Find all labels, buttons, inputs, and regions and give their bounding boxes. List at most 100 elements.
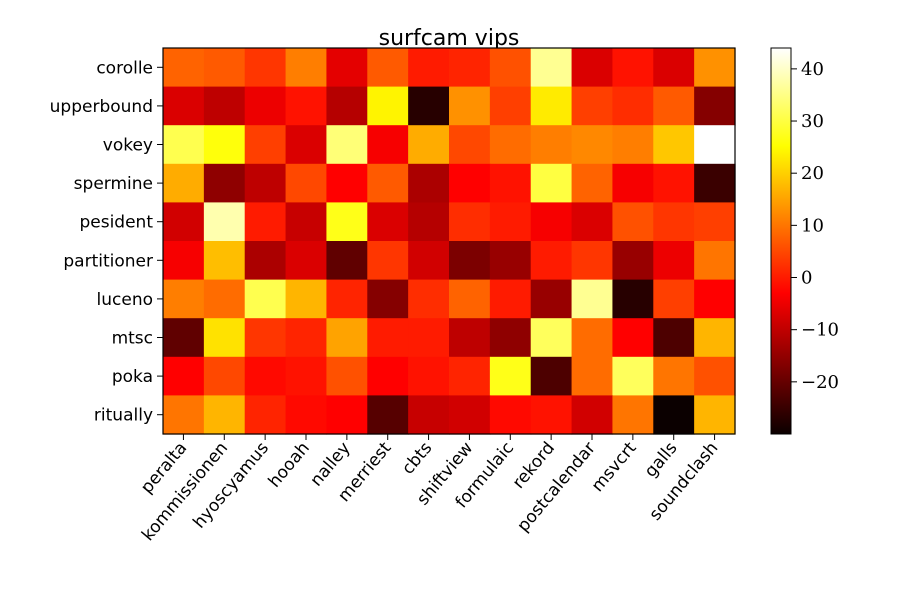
heatmap-cell <box>449 202 491 242</box>
heatmap-cell <box>489 86 532 126</box>
heatmap-cell <box>367 279 409 319</box>
heatmap-cell <box>530 48 573 88</box>
heatmap-cell <box>367 395 409 435</box>
heatmap-cell <box>285 48 328 88</box>
heatmap-cell <box>244 279 287 319</box>
heatmap-cell <box>571 356 614 396</box>
heatmap-cell <box>163 318 205 358</box>
heatmap-cell <box>408 48 450 88</box>
heatmap-cell <box>203 356 246 396</box>
heatmap-cell <box>326 48 368 88</box>
colorbar-tick-label: 40 <box>801 59 824 80</box>
heatmap-cell <box>489 318 532 358</box>
heatmap-cell <box>530 125 573 165</box>
heatmap-cell <box>408 356 450 396</box>
heatmap-cell <box>163 86 205 126</box>
heatmap-cell <box>694 395 736 435</box>
heatmap-cell <box>530 395 573 435</box>
heatmap-cell <box>163 48 205 88</box>
heatmap-cell <box>530 163 573 203</box>
heatmap-cell <box>653 125 695 165</box>
heatmap-cell <box>489 125 532 165</box>
heatmap-cell <box>367 356 409 396</box>
x-axis: peraltakommissionenhyoscyamushooahnalley… <box>137 434 722 545</box>
heatmap-cell <box>530 356 573 396</box>
heatmap-cell <box>530 202 573 242</box>
heatmap-cell <box>203 48 246 88</box>
heatmap-cell <box>571 241 614 281</box>
heatmap-cell <box>285 356 328 396</box>
heatmap-cell <box>163 241 205 281</box>
heatmap-cell <box>449 279 491 319</box>
heatmap-cell <box>326 279 368 319</box>
x-tick-label: msvcrt <box>588 438 641 496</box>
heatmap-cell <box>653 241 695 281</box>
heatmap-cell <box>694 241 736 281</box>
heatmap-cell <box>203 395 246 435</box>
heatmap-cell <box>571 318 614 358</box>
heatmap-cell <box>612 163 654 203</box>
heatmap-cell <box>408 163 450 203</box>
heatmap-cell <box>694 356 736 396</box>
heatmap-cell <box>694 125 736 165</box>
heatmap-cell <box>612 241 654 281</box>
heatmap-cell <box>326 356 368 396</box>
heatmap-cell <box>694 163 736 203</box>
heatmap-cell <box>653 163 695 203</box>
y-tick-label: vokey <box>103 136 153 156</box>
y-tick-label: upperbound <box>50 97 153 117</box>
heatmap-cell <box>612 125 654 165</box>
heatmap-cell <box>408 125 450 165</box>
heatmap-cell <box>203 279 246 319</box>
heatmap-cell <box>326 163 368 203</box>
heatmap-cell <box>326 395 368 435</box>
heatmap-cell <box>326 318 368 358</box>
heatmap-cell <box>612 318 654 358</box>
heatmap-cell <box>571 279 614 319</box>
heatmap-cell <box>408 318 450 358</box>
heatmap-cell <box>163 125 205 165</box>
heatmap-cell <box>244 395 287 435</box>
colorbar-tick-label: 20 <box>801 163 824 184</box>
heatmap-cell <box>244 125 287 165</box>
heatmap-cell <box>163 163 205 203</box>
heatmap-cell <box>449 318 491 358</box>
heatmap-cell <box>285 86 328 126</box>
heatmap-cell <box>694 318 736 358</box>
heatmap-cell <box>653 395 695 435</box>
heatmap-cell <box>489 395 532 435</box>
heatmap-cell <box>285 202 328 242</box>
heatmap-cell <box>694 279 736 319</box>
y-tick-label: pesident <box>79 213 153 233</box>
heatmap-cell <box>163 395 205 435</box>
heatmap-cell <box>449 395 491 435</box>
heatmap-cell <box>653 279 695 319</box>
heatmap-cell <box>571 395 614 435</box>
heatmap-cell <box>326 202 368 242</box>
heatmap-cell <box>530 279 573 319</box>
heatmap-cell <box>285 125 328 165</box>
heatmap-cell <box>285 241 328 281</box>
heatmap-cell <box>408 86 450 126</box>
heatmap-cell <box>530 241 573 281</box>
heatmap-cell <box>612 48 654 88</box>
heatmap-cell <box>530 86 573 126</box>
colorbar-tick-label: −10 <box>801 320 839 341</box>
heatmap-cell <box>653 202 695 242</box>
colorbar-tick-label: 30 <box>801 111 824 132</box>
heatmap-cell <box>653 318 695 358</box>
heatmap-cell <box>653 356 695 396</box>
heatmap-cell <box>163 356 205 396</box>
heatmap-cell <box>489 163 532 203</box>
heatmap-cell <box>367 163 409 203</box>
heatmap-cell <box>612 356 654 396</box>
heatmap-cell <box>653 86 695 126</box>
heatmap-cell <box>408 202 450 242</box>
heatmap-cell <box>571 202 614 242</box>
heatmap-cell <box>326 241 368 281</box>
heatmap-cell <box>489 48 532 88</box>
heatmap-cell <box>285 279 328 319</box>
heatmap-cell <box>489 356 532 396</box>
heatmap-cell <box>203 163 246 203</box>
